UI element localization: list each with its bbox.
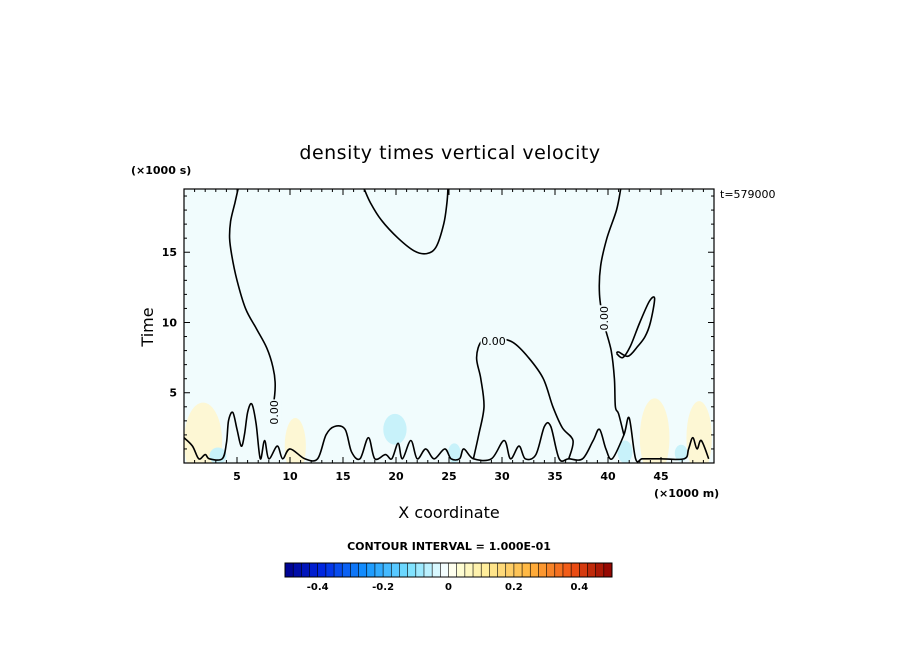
x-tick-label: 30 <box>494 470 510 483</box>
colorbar-swatch <box>448 563 457 577</box>
x-axis-units: (×1000 m) <box>654 487 719 500</box>
x-tick-label: 15 <box>335 470 350 483</box>
colorbar-swatch <box>595 563 605 577</box>
positive-region <box>284 418 306 463</box>
colorbar-swatch <box>374 563 384 577</box>
colorbar-swatch <box>309 563 318 577</box>
colorbar-swatch <box>513 563 523 577</box>
colorbar-tick-label: -0.4 <box>307 582 329 593</box>
colorbar-swatch <box>285 563 294 577</box>
time-annotation: t=579000 <box>720 188 776 201</box>
colorbar-swatch <box>423 563 433 577</box>
x-tick-label: 40 <box>600 470 616 483</box>
colorbar-swatch <box>497 563 507 577</box>
colorbar: -0.4 -0.2 0 0.2 0.4 <box>284 562 613 593</box>
colorbar-frame <box>284 562 613 578</box>
colorbar-swatch <box>522 563 531 577</box>
contour-value-label: 0.00 <box>598 306 611 331</box>
colorbar-swatch <box>342 563 351 577</box>
zero-contour-dome <box>363 189 449 255</box>
contour-value-label: 0.00 <box>268 400 281 425</box>
contour-interval-label: CONTOUR INTERVAL = 1.000E-01 <box>347 540 551 553</box>
y-axis-label: Time <box>138 307 157 347</box>
zero-contour-left <box>228 189 276 424</box>
contour-label-bg <box>480 333 507 348</box>
colorbar-swatch <box>358 563 368 577</box>
colorbar-tick-label: -0.2 <box>372 582 394 593</box>
colorbar-swatch <box>571 563 580 577</box>
contour-label-bg <box>596 305 611 332</box>
colorbar-swatch <box>334 563 343 577</box>
colorbar-swatch <box>603 563 613 577</box>
colorbar-tick-label: 0.4 <box>570 582 588 593</box>
y-tick-label: 10 <box>162 316 178 329</box>
x-tick-label: 5 <box>233 470 241 483</box>
negative-region <box>617 440 633 463</box>
colorbar-swatch <box>432 563 441 577</box>
x-tick-label: 35 <box>547 470 562 483</box>
negative-region <box>383 413 407 445</box>
plot-area: 0.00 0.00 0.00 5 10 15 20 25 30 35 40 45 5 10 15 <box>162 188 715 483</box>
zero-contour-bottom <box>184 402 710 463</box>
y-axis-units: (×1000 s) <box>131 164 191 177</box>
colorbar-swatch <box>554 563 564 577</box>
colorbar-tick-label: 0.2 <box>505 582 523 593</box>
colorbar-swatch <box>415 563 425 577</box>
chart-title: density times vertical velocity <box>299 142 600 164</box>
colorbar-swatch <box>456 563 466 577</box>
zero-contour-closed <box>615 296 656 359</box>
colorbar-swatch <box>505 563 515 577</box>
colorbar-swatch <box>464 563 474 577</box>
contour-value-label: 0.00 <box>481 335 506 348</box>
x-axis-label: X coordinate <box>398 503 499 522</box>
x-tick-label: 20 <box>388 470 404 483</box>
y-tick-label: 15 <box>162 246 177 259</box>
colorbar-swatch <box>366 563 376 577</box>
colorbar-swatch <box>301 563 310 577</box>
colorbar-swatch <box>317 563 327 577</box>
x-tick-label: 45 <box>653 470 668 483</box>
colorbar-swatch <box>546 563 556 577</box>
colorbar-swatch <box>383 563 392 577</box>
colorbar-swatch <box>293 563 302 577</box>
colorbar-swatch <box>530 563 539 577</box>
colorbar-tick-label: 0 <box>445 582 452 593</box>
colorbar-swatch <box>587 563 596 577</box>
colorbar-swatch <box>481 563 490 577</box>
colorbar-swatch <box>440 563 449 577</box>
colorbar-swatch <box>489 563 498 577</box>
colorbar-swatch <box>407 563 417 577</box>
colorbar-swatch <box>399 563 408 577</box>
colorbar-swatch <box>538 563 547 577</box>
x-tick-label: 10 <box>282 470 298 483</box>
field-background <box>184 189 714 463</box>
positive-region <box>686 401 712 463</box>
colorbar-swatch <box>325 563 335 577</box>
colorbar-swatch <box>562 563 572 577</box>
y-tick-label: 5 <box>169 387 177 400</box>
colorbar-swatch <box>473 563 482 577</box>
x-tick-label: 25 <box>441 470 456 483</box>
colorbar-swatch <box>391 563 400 577</box>
contour-label-bg <box>267 399 282 426</box>
colorbar-swatch <box>579 563 588 577</box>
positive-region <box>639 398 670 463</box>
negative-region <box>674 444 688 462</box>
colorbar-swatch <box>350 563 359 577</box>
